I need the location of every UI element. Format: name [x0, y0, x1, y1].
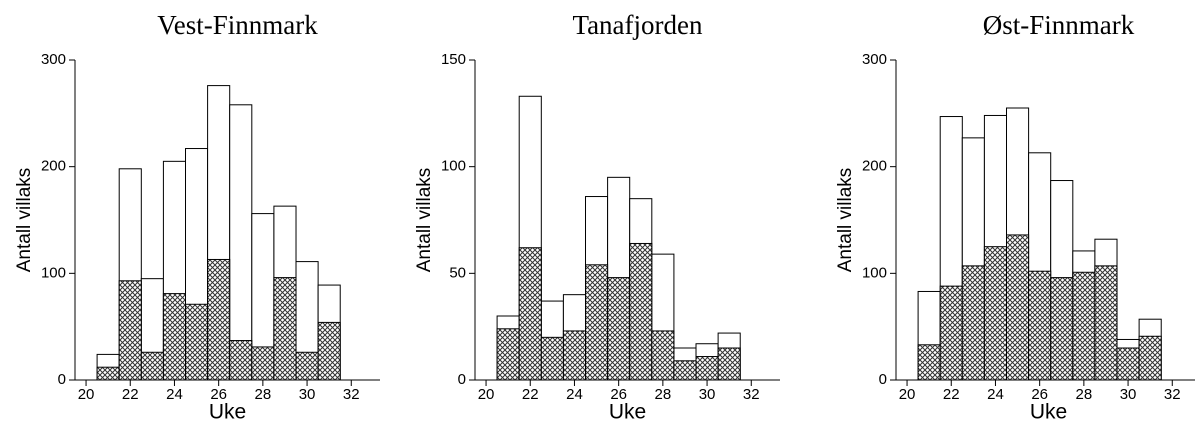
x-tick-label: 26 — [610, 386, 627, 403]
y-tick-label: 200 — [862, 158, 887, 175]
bar — [673, 360, 697, 381]
chart-title: Tanafjorden — [572, 10, 703, 40]
bar — [961, 265, 985, 381]
y-tick-label: 100 — [41, 264, 66, 281]
x-tick-label: 26 — [210, 386, 227, 403]
bar — [917, 344, 941, 381]
x-tick-label: 20 — [78, 386, 95, 403]
bar — [695, 356, 719, 381]
y-tick-label: 100 — [862, 264, 887, 281]
y-tick-label: 50 — [449, 264, 466, 281]
chart-title: Øst-Finnmark — [983, 10, 1135, 40]
bar — [607, 277, 631, 381]
y-tick-label: 300 — [41, 51, 66, 68]
bar — [518, 247, 542, 381]
bar — [1072, 271, 1096, 381]
bar — [1006, 234, 1030, 381]
bar — [229, 104, 253, 381]
y-tick-label: 0 — [58, 371, 66, 388]
y-tick-label: 150 — [441, 51, 466, 68]
x-tick-label: 32 — [343, 386, 360, 403]
bar — [717, 347, 741, 381]
bar — [1116, 347, 1140, 381]
y-axis-label: Antall villaks — [835, 168, 856, 273]
x-tick-label: 30 — [699, 386, 716, 403]
x-tick-label: 32 — [1164, 386, 1181, 403]
x-tick-label: 28 — [255, 386, 272, 403]
x-tick-label: 22 — [122, 386, 139, 403]
bar — [496, 328, 520, 381]
bar — [317, 321, 341, 381]
x-tick-label: 28 — [655, 386, 672, 403]
bar — [651, 330, 675, 381]
bar — [585, 264, 609, 381]
bar — [273, 277, 297, 381]
x-tick-label: 20 — [899, 386, 916, 403]
bar — [162, 293, 187, 381]
bar — [1094, 265, 1118, 381]
y-axis-label: Antall villaks — [414, 168, 435, 273]
y-tick-label: 300 — [862, 51, 887, 68]
x-tick-label: 32 — [743, 386, 760, 403]
x-tick-label: 30 — [1120, 386, 1137, 403]
chart-title: Vest-Finnmark — [157, 10, 318, 40]
x-axis-label: Uke — [209, 401, 246, 424]
x-tick-label: 26 — [1031, 386, 1048, 403]
x-tick-label: 22 — [943, 386, 960, 403]
bar — [140, 351, 164, 381]
bar — [939, 285, 963, 381]
bar — [251, 346, 275, 381]
bar — [1050, 277, 1074, 381]
bar — [118, 280, 142, 381]
bar — [96, 366, 120, 381]
bar — [1028, 270, 1052, 381]
y-tick-label: 100 — [441, 158, 466, 175]
x-tick-label: 28 — [1076, 386, 1093, 403]
bar — [229, 340, 253, 381]
y-tick-label: 200 — [41, 158, 66, 175]
bar — [983, 246, 1008, 381]
bar — [562, 330, 587, 381]
bar — [207, 258, 231, 381]
x-axis-label: Uke — [1030, 401, 1067, 424]
bar — [295, 351, 319, 381]
x-tick-label: 24 — [987, 386, 1004, 403]
x-axis-label: Uke — [609, 401, 646, 424]
x-tick-label: 24 — [566, 386, 583, 403]
y-tick-label: 0 — [458, 371, 466, 388]
y-tick-label: 0 — [879, 371, 887, 388]
bar — [629, 242, 653, 381]
x-tick-label: 22 — [522, 386, 539, 403]
x-tick-label: 20 — [478, 386, 495, 403]
bar — [540, 336, 564, 381]
y-axis-label: Antall villaks — [14, 168, 35, 273]
x-tick-label: 24 — [166, 386, 183, 403]
bar — [1138, 335, 1162, 381]
x-tick-label: 30 — [299, 386, 316, 403]
bar — [185, 303, 209, 381]
